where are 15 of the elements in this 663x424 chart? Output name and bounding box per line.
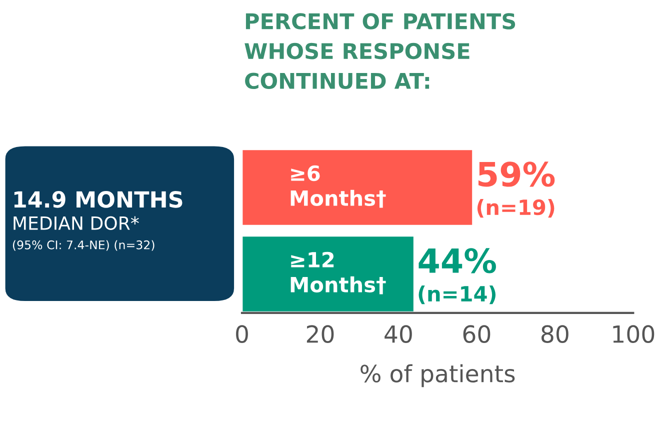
chart-title: PERCENT OF PATIENTS WHOSE RESPONSE CONTINUED AT:	[244, 13, 516, 90]
y-tick-label: ≥12 Months†	[290, 252, 386, 294]
x-tick-label: 40	[384, 325, 412, 343]
x-axis-title: % of patients	[360, 364, 515, 388]
x-tick-label: 20	[306, 325, 334, 343]
x-tick-label: 60	[463, 325, 490, 343]
text: MEDIAN DOR*	[14, 216, 139, 230]
text: 14.9 MONTHS	[14, 191, 182, 208]
x-tick-label: 80	[542, 325, 568, 343]
data-label: 59% (n=19)	[477, 162, 555, 218]
data-label: 44% (n=14)	[418, 248, 496, 304]
x-tick-label: 0	[236, 325, 248, 343]
y-tick-label: ≥6 Months†	[290, 165, 386, 208]
x-tick-label: 100	[613, 325, 654, 343]
text: (95% CI: 7.4-NE) (n=32)	[12, 240, 154, 251]
